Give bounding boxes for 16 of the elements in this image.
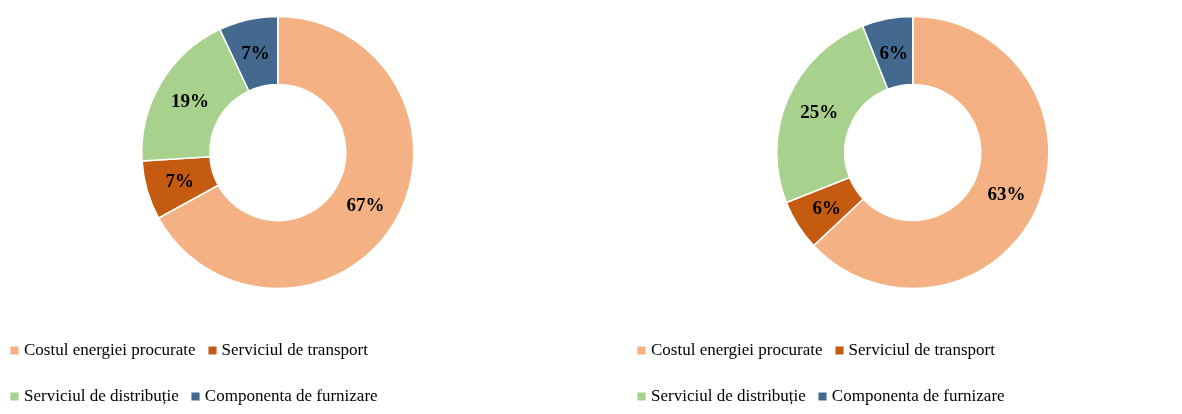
data-label: 7% [241, 42, 270, 64]
data-label: 6% [879, 41, 908, 63]
data-label: 25% [800, 101, 839, 123]
data-label: 63% [987, 182, 1026, 204]
data-label: 67% [346, 193, 385, 215]
legend-label: Costul energiei procurate [24, 340, 196, 360]
legend-label: Costul energiei procurate [651, 340, 823, 360]
data-label: 6% [812, 196, 841, 218]
legend-label: Componenta de furnizare [204, 386, 378, 406]
legend-label: Serviciul de distribuție [24, 386, 179, 406]
data-label: 19% [171, 90, 209, 112]
legend-label: Serviciul de transport [221, 340, 368, 360]
legend-label: Serviciul de transport [848, 340, 995, 360]
data-label: 7% [165, 170, 195, 192]
legend-label: Serviciul de distribuție [651, 386, 806, 406]
legend-label: Componenta de furnizare [831, 386, 1005, 406]
